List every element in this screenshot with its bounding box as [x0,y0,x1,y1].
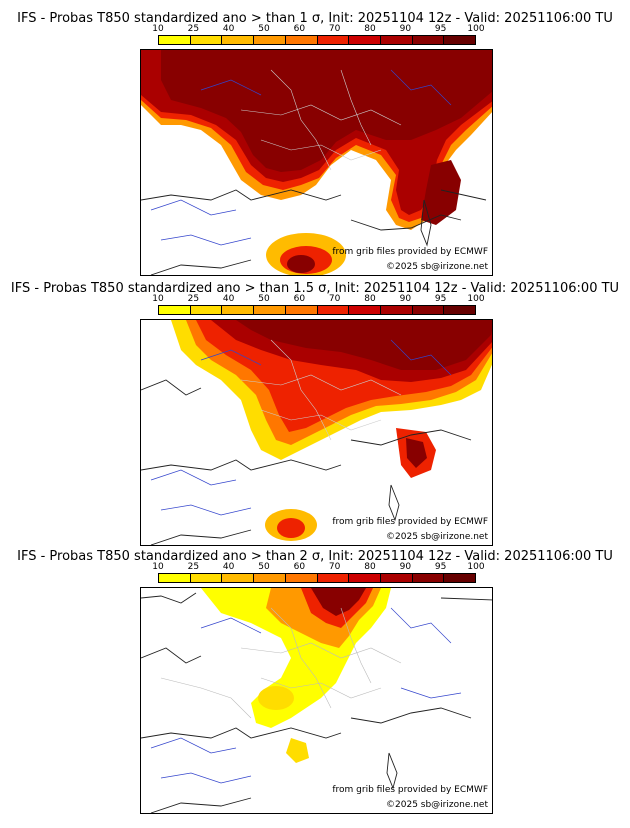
map-panel: from grib files provided by ECMWF ©2025 … [140,319,493,546]
color-scale: 10 25 40 50 60 70 80 90 95 100 [152,562,485,586]
scale-swatch [380,306,413,314]
scale-label: 50 [258,294,270,304]
scale-swatch [285,306,318,314]
scale-swatch [159,574,191,582]
scale-swatch [159,36,191,44]
scale-label: 10 [152,294,164,304]
scale-swatch [317,36,350,44]
scale-swatch [222,306,255,314]
scale-swatch [190,574,223,582]
scale-bar [158,35,476,45]
panel-title: IFS - Probas T850 standardized ano > tha… [17,549,613,564]
scale-swatch [254,306,286,314]
probability-map [141,588,492,813]
scale-label: 40 [222,24,235,34]
scale-labels: 10 25 40 50 60 70 80 90 95 100 [152,562,484,573]
scale-label: 80 [364,24,376,34]
rivers [150,607,462,784]
scale-label: 100 [467,294,485,304]
scale-label: 95 [434,562,447,572]
scale-label: 70 [328,562,341,572]
color-scale: 10 25 40 50 60 70 80 90 95 100 [152,24,485,48]
scale-label: 90 [399,294,412,304]
coastlines [141,189,487,275]
scale-swatch [412,306,445,314]
coastlines [141,592,492,813]
scale-label: 95 [434,294,447,304]
panel-title: IFS - Probas T850 standardized ano > tha… [10,281,620,296]
scale-label: 80 [364,294,376,304]
coastlines [141,379,472,545]
scale-label: 80 [364,562,376,572]
scale-swatch [349,574,381,582]
scale-label: 25 [187,24,200,34]
copyright-credit: ©2025 sb@irizone.net [386,532,488,542]
scale-swatch [317,306,350,314]
probability-fill [141,50,492,275]
color-scale: 10 25 40 50 60 70 80 90 95 100 [152,294,485,318]
scale-swatch [380,36,413,44]
source-credit: from grib files provided by ECMWF [332,247,488,257]
scale-swatch [159,306,191,314]
source-credit: from grib files provided by ECMWF [332,517,488,527]
scale-swatch [285,36,318,44]
scale-swatch [317,574,350,582]
scale-labels: 10 25 40 50 60 70 80 90 95 100 [152,24,484,35]
scale-label: 25 [187,562,200,572]
borders [240,339,402,441]
scale-swatch [380,574,413,582]
borders [160,607,402,719]
scale-swatch [190,306,223,314]
scale-swatch [349,306,381,314]
scale-label: 100 [467,24,485,34]
map-panel: from grib files provided by ECMWF ©2025 … [140,587,493,814]
scale-swatch [349,36,381,44]
map-panel: from grib files provided by ECMWF ©2025 … [140,49,493,276]
scale-label: 60 [293,24,306,34]
scale-label: 40 [222,294,235,304]
scale-swatch [254,574,286,582]
scale-swatch [222,36,255,44]
copyright-credit: ©2025 sb@irizone.net [386,262,488,272]
scale-labels: 10 25 40 50 60 70 80 90 95 100 [152,294,484,305]
scale-swatch [190,36,223,44]
scale-label: 90 [399,24,412,34]
scale-swatch [254,36,286,44]
scale-label: 90 [399,562,412,572]
probability-fill [201,588,391,763]
probability-fill [171,320,492,541]
scale-label: 25 [187,294,200,304]
scale-label: 60 [293,562,306,572]
probability-map [141,320,492,545]
panel-title: IFS - Probas T850 standardized ano > tha… [17,11,613,26]
scale-label: 100 [467,562,485,572]
panel-2: IFS - Probas T850 standardized ano > tha… [0,277,630,547]
borders [240,69,402,171]
scale-label: 10 [152,562,164,572]
probability-map [141,50,492,275]
scale-label: 70 [328,24,341,34]
copyright-credit: ©2025 sb@irizone.net [386,800,488,810]
scale-swatch [444,306,476,314]
scale-bar [158,573,476,583]
scale-swatch [285,574,318,582]
scale-label: 95 [434,24,447,34]
scale-label: 40 [222,562,235,572]
scale-swatch [412,574,445,582]
scale-label: 50 [258,562,270,572]
rivers [150,339,452,516]
scale-label: 70 [328,294,341,304]
scale-bar [158,305,476,315]
panel-1: IFS - Probas T850 standardized ano > tha… [0,0,630,277]
panel-3: IFS - Probas T850 standardized ano > tha… [0,547,630,828]
scale-swatch [222,574,255,582]
scale-label: 10 [152,24,164,34]
scale-label: 60 [293,294,306,304]
scale-label: 50 [258,24,270,34]
scale-swatch [412,36,445,44]
scale-swatch [444,574,476,582]
rivers [150,69,452,246]
source-credit: from grib files provided by ECMWF [332,785,488,795]
scale-swatch [444,36,476,44]
